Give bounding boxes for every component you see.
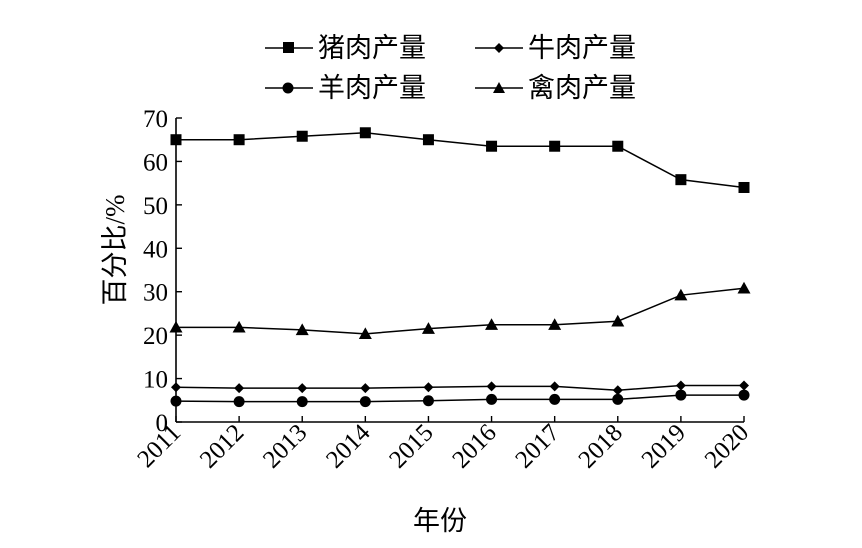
data-point-square (296, 130, 308, 142)
data-point-square (233, 134, 245, 146)
data-point-triangle (295, 323, 309, 336)
data-point-square (675, 174, 687, 186)
y-tick-label: 20 (143, 323, 168, 350)
data-point-square (738, 181, 750, 193)
y-tick-label: 60 (143, 149, 168, 176)
data-point-diamond (486, 381, 497, 392)
series-line (175, 384, 744, 392)
legend-item-mutton: 羊肉产量 (265, 73, 426, 103)
x-tick-label: 2012 (195, 419, 249, 473)
legend: 猪肉产量 牛肉产量 羊肉产量 禽肉产量 (265, 33, 636, 103)
data-point-triangle (485, 318, 499, 330)
y-tick-label: 40 (143, 236, 168, 263)
x-tick-label: 2020 (700, 419, 754, 473)
data-point-circle (422, 395, 434, 407)
data-point-circle (612, 393, 624, 405)
data-point-circle (296, 396, 308, 408)
data-point-square (486, 140, 498, 152)
data-point-circle (675, 389, 687, 401)
data-point-square (549, 140, 561, 152)
x-tick-label: 2017 (510, 419, 564, 473)
data-point-circle (359, 396, 371, 408)
legend-item-beef: 牛肉产量 (475, 33, 636, 63)
y-tick-label: 30 (143, 280, 168, 307)
x-tick-label: 2013 (258, 419, 312, 473)
y-tick-label: 50 (143, 193, 168, 220)
legend-marker-diamond (494, 43, 504, 53)
data-point-circle (549, 393, 561, 405)
data-point-triangle (421, 322, 435, 334)
legend-marker-triangle (493, 82, 505, 93)
legend-marker-square (283, 42, 294, 53)
x-tick-label: 2015 (384, 419, 438, 473)
data-point-triangle (737, 281, 751, 294)
series-circle (170, 389, 750, 408)
data-point-circle (233, 396, 245, 408)
series-line (175, 394, 744, 403)
data-point-diamond (360, 383, 371, 394)
data-point-diamond (549, 381, 560, 392)
data-point-square (422, 134, 434, 146)
legend-label-mutton: 羊肉产量 (318, 73, 426, 103)
series-diamond (171, 380, 749, 396)
y-tick-label: 10 (143, 367, 168, 394)
series-layer (169, 127, 751, 408)
y-tick-label: 70 (143, 106, 168, 133)
data-point-diamond (675, 380, 686, 391)
y-tick-label: 0 (156, 410, 169, 437)
y-axis-title: 百分比/% (100, 195, 130, 306)
data-point-triangle (548, 318, 562, 330)
data-point-diamond (297, 383, 308, 394)
series-line (176, 132, 745, 189)
data-point-triangle (232, 320, 246, 333)
data-point-diamond (423, 382, 434, 393)
legend-label-poultry: 禽肉产量 (528, 73, 636, 103)
x-tick-label: 2016 (447, 419, 501, 473)
data-point-triangle (358, 327, 372, 340)
data-point-diamond (171, 382, 181, 393)
data-point-triangle (611, 314, 625, 327)
data-point-circle (170, 395, 182, 407)
series-square (170, 127, 750, 193)
data-point-square (170, 134, 182, 146)
x-axis-title: 年份 (413, 506, 467, 536)
legend-marker-circle (282, 82, 294, 94)
x-tick-label: 2011 (132, 419, 186, 473)
data-point-diamond (234, 383, 245, 394)
legend-item-poultry: 禽肉产量 (475, 73, 636, 103)
legend-item-pork: 猪肉产量 (265, 33, 426, 63)
data-point-diamond (739, 380, 749, 391)
data-point-diamond (612, 385, 623, 396)
legend-label-pork: 猪肉产量 (318, 33, 426, 63)
data-point-triangle (169, 320, 183, 333)
x-tick-label: 2018 (574, 419, 628, 473)
series-triangle (169, 281, 751, 340)
series-line (176, 287, 745, 335)
data-point-circle (486, 393, 498, 405)
data-point-square (359, 127, 371, 139)
data-point-triangle (674, 288, 688, 301)
data-point-square (612, 140, 624, 152)
data-point-circle (738, 389, 750, 401)
x-tick-label: 2019 (637, 419, 691, 473)
x-tick-label: 2014 (321, 419, 376, 474)
legend-label-beef: 牛肉产量 (528, 33, 636, 63)
